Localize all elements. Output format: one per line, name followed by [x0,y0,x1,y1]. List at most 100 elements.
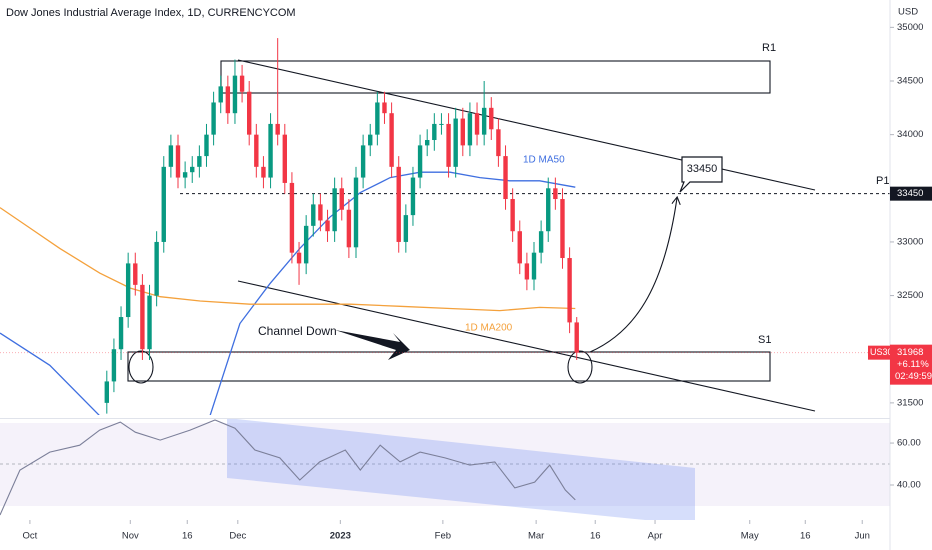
candle-body [453,118,458,167]
symbol-label: US30 [870,347,893,357]
candle-body [175,145,181,178]
candle-body [268,123,273,178]
candle-body [232,75,238,114]
level-label: P1 [876,175,889,187]
candle-body [489,107,494,130]
ma-label: 1D MA200 [465,323,513,334]
candle-body [339,188,344,210]
candle-body [204,134,209,157]
rsi-channel [227,419,695,520]
candle-body [446,123,451,167]
callout-box [679,156,723,193]
price-label: 31968 [897,347,923,358]
candle-body [311,204,316,226]
candle-body [375,102,380,135]
x-tick-label: Dec [229,531,246,542]
support-zone [127,351,771,382]
candle-body [353,177,359,248]
candle-body [296,252,302,264]
y-tick-label: 35000 [897,22,923,33]
x-tick-label: Oct [23,531,38,542]
candle-body [360,145,366,178]
symbol-box [868,345,890,360]
candle-body [147,295,152,350]
arrow [335,330,410,360]
candle-body [425,140,430,146]
candle-body [531,252,537,280]
candle-body [432,123,437,141]
x-tick-label: May [741,531,759,542]
candle-body [439,123,444,125]
y-tick-label: 40.00 [897,480,921,491]
candle-body [225,86,231,114]
candle-body [546,188,551,232]
candle-body [403,215,409,242]
candle-body [481,107,487,135]
target-callout: 33450 [679,156,723,193]
candle-body [538,231,544,253]
candle-body [368,134,373,146]
candle-body [332,188,337,232]
candle-body [417,145,423,178]
y-tick-label: 31500 [897,397,923,408]
candle-body [410,177,416,216]
price-pane [0,38,890,415]
x-tick-label: 16 [590,531,601,542]
pivot-axis-label: 33450 [897,188,923,199]
ma-label: 1D MA50 [523,155,565,166]
level-label: R1 [762,42,776,54]
candle-body [303,225,309,264]
candle-body [517,231,522,264]
candle-body [474,113,480,135]
x-tick-label: Jun [855,531,870,542]
candle-body [496,129,501,157]
candle-body [503,156,508,200]
candle-body [154,241,159,296]
rsi-pane [0,419,890,520]
candle-body [318,204,323,221]
candle-body [275,123,280,135]
candle-body [247,91,252,135]
x-tick-label: Nov [122,531,139,542]
projection-arrow [589,198,677,353]
candle-body [524,263,530,280]
candle-body [574,322,579,353]
circle [128,350,154,384]
candle-body [104,381,109,403]
annotation: Channel Down [258,324,337,338]
x-tick-label: 16 [182,531,193,542]
y-tick-label: 60.00 [897,438,921,449]
candle-body [389,113,394,167]
chart-title: Dow Jones Industrial Average Index, 1D, … [6,7,296,19]
candle-body [396,166,401,242]
candle-body [346,209,352,248]
y-unit: USD [898,7,918,18]
candle-body [261,166,266,178]
y-tick-label: 34000 [897,129,923,140]
candle-body [190,166,195,173]
candle-body [161,166,166,242]
y-tick-label: 33000 [897,236,923,247]
channel-lower [237,280,816,412]
candle-body [133,263,138,285]
candle-body [111,349,117,382]
candle-body [467,113,473,146]
candle-body [140,284,145,350]
candle-body [382,102,387,114]
y-tick-label: 34500 [897,76,923,87]
candle-body [510,199,515,232]
candle-body [211,102,216,135]
pane-separator [0,418,890,419]
x-tick-label: Feb [435,531,451,542]
y-tick-label: 32500 [897,290,923,301]
x-tick-label: Apr [648,531,663,542]
candle-body [325,220,330,232]
candle-body [254,134,259,167]
price-box [890,344,932,385]
candle-body [168,145,174,167]
candle-body [553,188,558,200]
x-tick-label: 2023 [330,531,351,542]
candle-body [125,263,131,318]
candle-body [289,182,295,253]
